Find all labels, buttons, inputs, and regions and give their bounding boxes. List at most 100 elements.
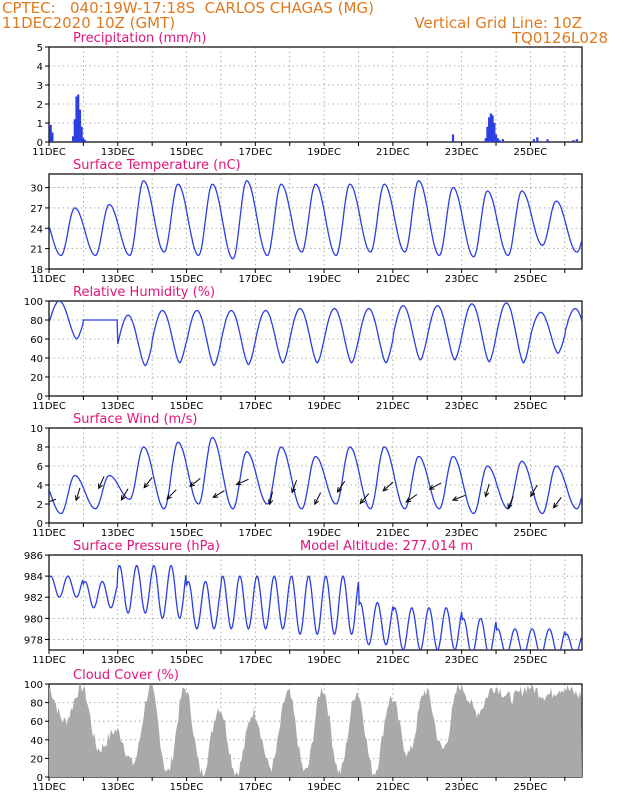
- wind-arrow: [120, 488, 129, 501]
- plot-area: [49, 301, 582, 367]
- wind-arrow-head: [359, 498, 366, 505]
- x-tick-label: 21DEC: [376, 147, 410, 158]
- y-tick-label: 4: [37, 481, 43, 492]
- precip-bar: [71, 136, 75, 142]
- panel-3: 0 20 40 60 80 100 11DEC 13DEC 15DEC 17DEC 19DEC 21D…: [24, 285, 583, 412]
- precip-bar: [78, 109, 82, 142]
- precip-bar: [501, 139, 505, 142]
- x-tick-label: 15DEC: [170, 401, 204, 412]
- precip-bar: [84, 140, 87, 142]
- precip-bar: [493, 123, 496, 142]
- y-tick-label: 20: [30, 754, 43, 765]
- x-tick-label: 21DEC: [376, 528, 410, 539]
- y-tick-label: 1: [37, 119, 43, 130]
- wind-arrow-head: [120, 494, 126, 501]
- x-tick-label: 11DEC: [32, 528, 66, 539]
- x-tick-label: 19DEC: [307, 147, 341, 158]
- wind-arrow-head: [336, 486, 343, 493]
- x-tick-label: 15DEC: [170, 782, 204, 793]
- panel-5: 978 980 982 984 986 11DEC 13DEC 15DEC 17DEC 19DEC…: [24, 539, 583, 666]
- wind-arrow: [75, 487, 81, 501]
- wind-arrow: [452, 494, 466, 501]
- x-tick-label: 17DEC: [238, 528, 272, 539]
- y-tick-label: 2: [37, 100, 43, 111]
- x-tick-label: 23DEC: [445, 782, 479, 793]
- plot-frame: [48, 300, 583, 397]
- x-tick-label: 15DEC: [170, 655, 204, 666]
- precip-bar: [489, 113, 492, 142]
- wind-arrow-head: [235, 480, 242, 486]
- y-tick-label: 5: [37, 43, 43, 54]
- panel-6: 0 20 40 60 80 100 11DEC 13DEC 15DEC 17DEC 19DEC 21D…: [24, 668, 583, 793]
- y-tick-label: 80: [30, 316, 43, 327]
- precip-bar: [484, 138, 487, 142]
- header-model-id: TQ0126L028: [511, 29, 608, 47]
- wind-arrow: [166, 489, 177, 500]
- wind-arrow-head: [314, 499, 320, 506]
- precip-bar: [73, 119, 76, 142]
- precip-bar: [575, 139, 578, 142]
- wind-arrow: [429, 482, 442, 490]
- wind-arrow: [530, 484, 538, 497]
- y-tick-label: 2: [37, 500, 43, 511]
- wind-arrow: [236, 478, 249, 486]
- x-tick-label: 13DEC: [101, 147, 135, 158]
- y-tick-label: 60: [30, 717, 43, 728]
- wind-arrow: [382, 481, 394, 492]
- precip-bar: [82, 138, 85, 142]
- plot-area: [49, 436, 582, 515]
- wind-arrow: [337, 480, 346, 493]
- x-tick-label: 15DEC: [170, 147, 204, 158]
- wind-arrow: [212, 490, 225, 498]
- x-tick-label: 13DEC: [101, 274, 135, 285]
- series-line: [49, 436, 582, 515]
- wind-arrow: [291, 480, 298, 493]
- precip-bar: [51, 132, 54, 142]
- precip-bar: [75, 96, 78, 142]
- x-tick-label: 25DEC: [514, 528, 548, 539]
- x-tick-label: 21DEC: [376, 782, 410, 793]
- header-grid-note: Vertical Grid Line: 10Z: [414, 14, 582, 32]
- y-tick-label: 8: [37, 443, 43, 454]
- wind-arrow: [507, 496, 514, 509]
- x-tick-label: 11DEC: [32, 782, 66, 793]
- panel-title: Surface Pressure (hPa): [73, 539, 220, 554]
- x-tick-label: 25DEC: [514, 655, 548, 666]
- wind-arrow-head: [451, 496, 458, 502]
- wind-arrow: [269, 491, 274, 505]
- x-tick-label: 23DEC: [445, 147, 479, 158]
- header-init-time: 11DEC2020 10Z (GMT): [2, 14, 176, 32]
- y-tick-label: 984: [24, 572, 43, 583]
- series-line: [49, 301, 582, 367]
- wind-arrow-head: [382, 486, 389, 492]
- plot-area: [49, 684, 582, 777]
- x-tick-label: 15DEC: [170, 274, 204, 285]
- plot-frame: [48, 46, 583, 143]
- y-tick-label: 60: [30, 335, 43, 346]
- panel-title: Surface Wind (m/s): [73, 412, 197, 427]
- wind-arrow-head: [291, 487, 297, 494]
- x-tick-label: 13DEC: [101, 782, 135, 793]
- y-tick-label: 27: [30, 204, 43, 215]
- wind-arrow: [314, 492, 322, 505]
- y-tick-label: 10: [30, 424, 43, 435]
- plot-frame: [48, 427, 583, 524]
- x-tick-label: 23DEC: [445, 401, 479, 412]
- y-tick-label: 20: [30, 373, 43, 384]
- wind-arrow-head: [74, 495, 80, 502]
- x-tick-label: 25DEC: [514, 147, 548, 158]
- panel-1: 0 1 2 3 4 5 11DEC 13DEC 15DEC 17DEC 19DEC 21DEC 23DE…: [32, 31, 583, 158]
- x-tick-label: 11DEC: [32, 274, 66, 285]
- x-tick-label: 17DEC: [238, 274, 272, 285]
- wind-arrow: [485, 483, 490, 497]
- y-tick-label: 40: [30, 736, 43, 747]
- panel-title: Surface Temperature (nC): [73, 158, 241, 173]
- wind-arrow-head: [212, 492, 219, 498]
- y-tick-label: 986: [24, 551, 43, 562]
- series-line: [49, 180, 582, 260]
- precip-bar: [488, 117, 491, 142]
- wind-arrow-head: [507, 503, 513, 510]
- precip-bar: [536, 137, 539, 142]
- precip-bar: [532, 139, 535, 142]
- x-tick-label: 23DEC: [445, 655, 479, 666]
